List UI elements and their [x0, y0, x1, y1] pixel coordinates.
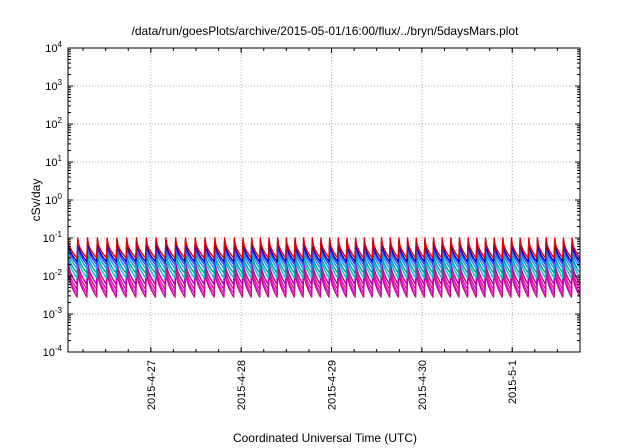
x-tick-label: 2015-4-27 — [146, 360, 158, 410]
x-tick-label: 2015-4-30 — [417, 360, 429, 410]
series-line — [68, 267, 580, 298]
grid — [68, 48, 580, 352]
x-tick-label: 2015-5-1 — [507, 360, 519, 404]
y-tick-label: 100 — [45, 192, 62, 207]
x-tick-label: 2015-4-29 — [327, 360, 339, 410]
y-tick-label: 10-3 — [43, 306, 63, 321]
series-line — [68, 239, 580, 263]
x-axis: 2015-4-27 2015-4-28 2015-4-29 2015-4-30 2015… — [82, 48, 581, 410]
y-tick-label: 10-1 — [43, 230, 63, 245]
y-tick-label: 101 — [45, 154, 62, 169]
y-tick-label: 104 — [45, 40, 62, 55]
x-axis-label: Coordinated Universal Time (UTC) — [233, 431, 417, 445]
series-group — [68, 237, 580, 298]
chart-title: /data/run/goesPlots/archive/2015-05-01/1… — [132, 24, 520, 38]
y-tick-label: 10-2 — [43, 268, 63, 283]
series-line — [68, 250, 580, 274]
series-line — [68, 258, 580, 286]
y-axis: 10-4 10-3 10-2 10-1 100 101 102 103 104 — [43, 40, 580, 359]
y-axis-label: cSv/day — [29, 179, 43, 222]
series-line — [68, 253, 580, 279]
y-tick-label: 102 — [45, 116, 62, 131]
series-line — [68, 245, 580, 269]
y-tick-label: 103 — [45, 78, 62, 93]
y-tick-label: 10-4 — [43, 344, 63, 359]
series-line — [68, 237, 580, 259]
x-tick-label: 2015-4-28 — [236, 360, 248, 410]
